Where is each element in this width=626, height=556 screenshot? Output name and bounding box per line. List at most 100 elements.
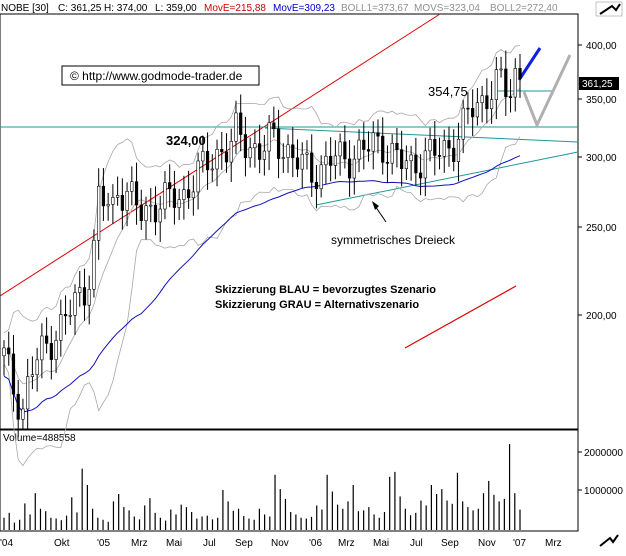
price-candle [390,134,394,175]
volume-bar [467,507,469,530]
volume-bar [34,493,36,530]
volume-bar [493,494,495,530]
price-candle [489,81,494,124]
x-tick-label: Sep [235,538,253,549]
volume-bar [331,491,333,530]
price-candle [300,142,304,189]
volume-bar [508,444,511,530]
price-candle [153,186,158,236]
x-tick-label: Nov [271,538,289,549]
price-candle [239,94,243,152]
y-tick-label: 200,00 [586,311,617,322]
volume-bar [456,472,459,530]
price-candle [191,175,195,216]
volume-bar [102,519,104,530]
price-candle [224,133,229,173]
volume-bar [133,516,135,530]
price-candle [504,50,508,116]
price-candles [2,50,522,438]
volume-bar [378,517,380,530]
price-candle [220,131,224,170]
price-candle [428,127,432,162]
triangle-label: symmetrisches Dreieck [331,233,456,247]
volume-bar [232,510,234,530]
volume-bar [248,518,250,530]
price-candle [442,129,446,173]
header-symbol: NOBE [30] [1,3,49,14]
blue-moving-average-line [3,155,521,413]
price-candle [395,127,399,168]
price-candle [92,229,96,298]
x-tick-label: Okt [54,538,70,549]
price-candle [423,137,427,197]
header-close: C: 361,25 [58,3,102,14]
volume-bar [175,514,177,530]
volume-panel-frame [0,429,579,532]
price-candle [253,129,257,168]
price-candle [281,143,285,174]
volume-bar [310,516,313,530]
moving-averages [3,155,521,413]
volume-bars [3,444,521,530]
price-candle [201,135,205,173]
price-candle [177,188,181,220]
header-movs: MOVS=323,04 [414,3,480,14]
header-boll2: BOLL2=272,40 [490,3,558,14]
triangle-upper-line [264,127,579,143]
price-candle [163,171,167,220]
volume-bar [201,516,203,530]
price-candle [319,155,323,198]
volume-bar [519,509,521,530]
price-candle [314,164,319,209]
price-candle [310,134,314,197]
volume-bar [123,507,125,530]
price-candle [471,89,475,136]
volume-bar [92,508,94,530]
x-tick-label: Jul [203,538,216,549]
price-candle [338,133,342,176]
price-candle [276,109,281,179]
price-candle [40,323,44,379]
x-tick-label: Nov [478,538,496,549]
volume-bar [45,511,47,530]
price-candle [475,87,479,126]
y-tick-label: 400,00 [586,41,617,52]
volume-bar [39,508,42,530]
scenario-blue-text: Skizzierung BLAU = bevorzugtes Szenario [215,284,436,296]
footer-logo-icon [599,534,619,547]
price-candle [54,330,58,374]
volume-bar [451,503,453,530]
price-candle [400,130,404,187]
volume-bar [404,508,406,530]
price-candle [134,162,139,225]
price-candle [68,299,72,325]
header-boll1: BOLL1=373,67 [341,3,409,14]
price-candle [461,99,465,154]
price-candle [45,317,49,354]
volume-bar [71,497,73,530]
price-y-axis: 400,00 350,00 300,00 250,00 200,00 [578,41,617,322]
volume-bar [326,474,328,530]
bollinger-mid-line [3,87,521,385]
volume-bar [50,517,52,530]
price-candle [59,299,63,357]
price-candle [111,184,115,224]
price-candle [11,334,16,412]
price-candle [82,268,87,321]
price-candle [324,141,328,184]
volume-bar [118,494,120,530]
x-tick-label: '05 [97,538,110,549]
copyright-text: © http://www.godmode-trader.de [70,69,243,83]
volume-bar [55,518,57,530]
price-candle [149,188,153,223]
price-candle [205,132,210,190]
lower-channel-line [404,285,517,349]
price-candle [480,85,484,123]
volume-bar [237,508,240,530]
upper-channel-line [0,13,441,297]
price-candle [262,134,266,176]
volume-bar [206,515,208,530]
volume-bar [258,508,260,530]
price-candle [456,122,461,182]
